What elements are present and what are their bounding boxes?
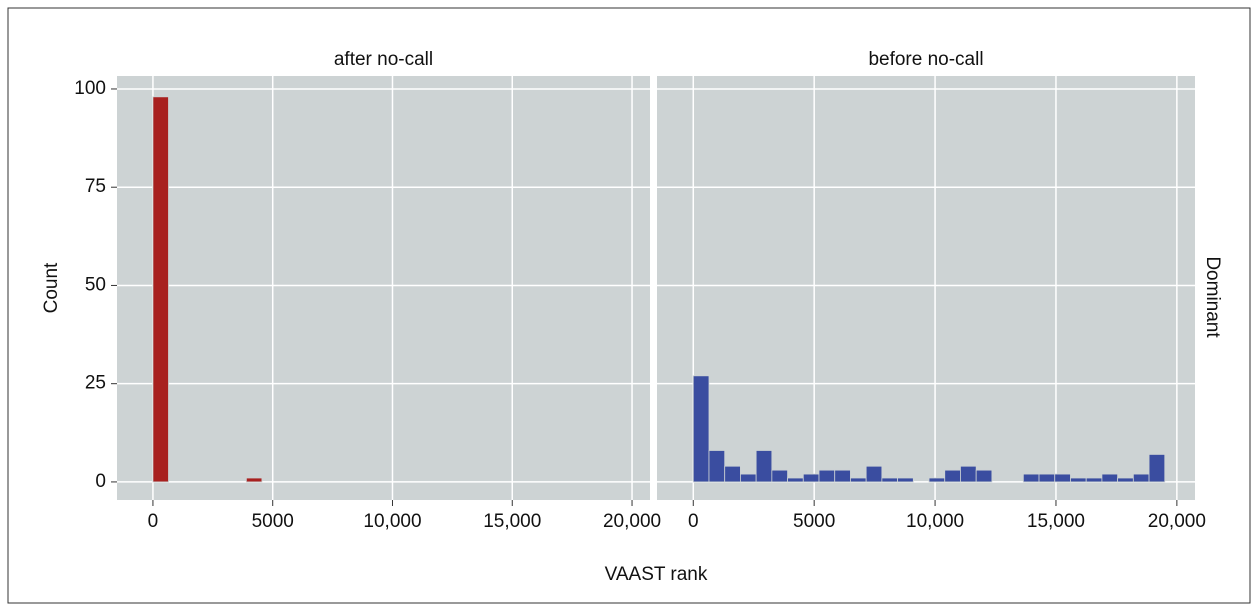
x-axis-label: VAAST rank	[605, 564, 708, 585]
bar	[1022, 473, 1040, 483]
bar	[944, 469, 961, 483]
bar	[834, 469, 851, 483]
y-tick-label: 0	[95, 471, 106, 492]
bar	[692, 375, 710, 483]
bar	[245, 477, 263, 483]
bar	[724, 465, 741, 483]
bar	[1148, 454, 1166, 483]
panel-background	[117, 76, 650, 500]
bar	[787, 477, 804, 483]
x-tick-label: 0	[148, 511, 159, 532]
bar	[865, 465, 883, 483]
facet-label: Dominant	[1202, 256, 1223, 338]
bar	[960, 465, 977, 483]
panel-title: before no-call	[868, 49, 983, 70]
y-axis-label: Count	[41, 262, 62, 313]
x-tick-label: 15,000	[1027, 511, 1085, 532]
bar	[740, 473, 757, 483]
x-tick-label: 5000	[793, 511, 835, 532]
y-tick-label: 25	[85, 373, 106, 394]
x-tick-label: 15,000	[483, 511, 541, 532]
panel-title: after no-call	[334, 49, 433, 70]
bar	[1117, 477, 1134, 483]
panel-background	[657, 76, 1195, 500]
bar	[897, 477, 914, 483]
bar	[1132, 473, 1150, 483]
bar	[928, 477, 946, 483]
y-tick-label: 100	[74, 78, 106, 99]
x-tick-label: 20,000	[1148, 511, 1206, 532]
x-tick-label: 0	[688, 511, 699, 532]
bar	[152, 96, 169, 483]
bar	[818, 469, 836, 483]
bar	[802, 473, 820, 483]
bar	[1038, 473, 1056, 483]
bar	[755, 450, 773, 483]
bar	[850, 477, 867, 483]
y-tick-label: 75	[85, 176, 106, 197]
x-tick-label: 20,000	[603, 511, 661, 532]
bar	[1101, 473, 1119, 483]
bar	[771, 469, 788, 483]
x-tick-label: 5000	[252, 511, 294, 532]
x-tick-label: 10,000	[363, 511, 421, 532]
x-tick-label: 10,000	[906, 511, 964, 532]
bar	[975, 469, 993, 483]
bar	[1085, 477, 1103, 483]
bar	[708, 450, 726, 483]
bar	[1070, 477, 1087, 483]
bar	[881, 477, 898, 483]
bar	[1054, 473, 1071, 483]
y-tick-label: 50	[85, 274, 106, 295]
